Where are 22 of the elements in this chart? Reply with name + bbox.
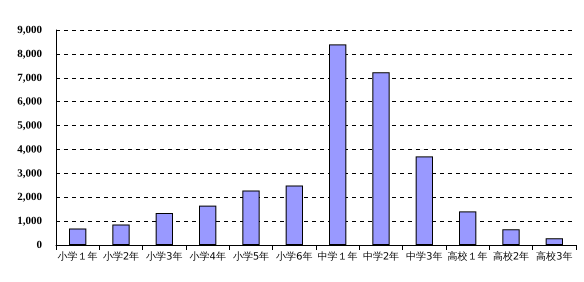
x-tick-label: 中学１年: [318, 250, 358, 262]
x-tick-label: 高校2年: [492, 250, 530, 262]
x-tick-label: 中学2年: [362, 250, 400, 262]
x-tick-label: 小学6年: [276, 250, 313, 262]
y-tick-label: 6,000: [17, 96, 42, 108]
y-tick-label: 1,000: [17, 215, 42, 228]
y-tick-label: 2,000: [17, 191, 42, 204]
x-tick-label: 小学5年: [232, 250, 270, 262]
y-tick-label: 0: [36, 239, 42, 251]
y-tick-label: 4,000: [17, 143, 42, 156]
y-tick-label: 5,000: [17, 120, 42, 132]
x-tick-label: 小学2年: [102, 250, 140, 262]
x-tick-label: 小学3年: [146, 250, 183, 262]
y-tick-label: 3,000: [17, 167, 42, 180]
y-tick-label: 9,000: [17, 24, 42, 36]
x-tick-label: 中学3年: [406, 250, 443, 262]
x-tick-label: 小学１年: [58, 250, 98, 262]
x-tick-label: 小学4年: [189, 250, 226, 262]
x-tick-label: 高校１年: [448, 250, 488, 262]
x-tick-label: 高校3年: [536, 250, 573, 262]
y-tick-label: 7,000: [17, 72, 42, 84]
y-tick-label: 8,000: [17, 48, 42, 60]
